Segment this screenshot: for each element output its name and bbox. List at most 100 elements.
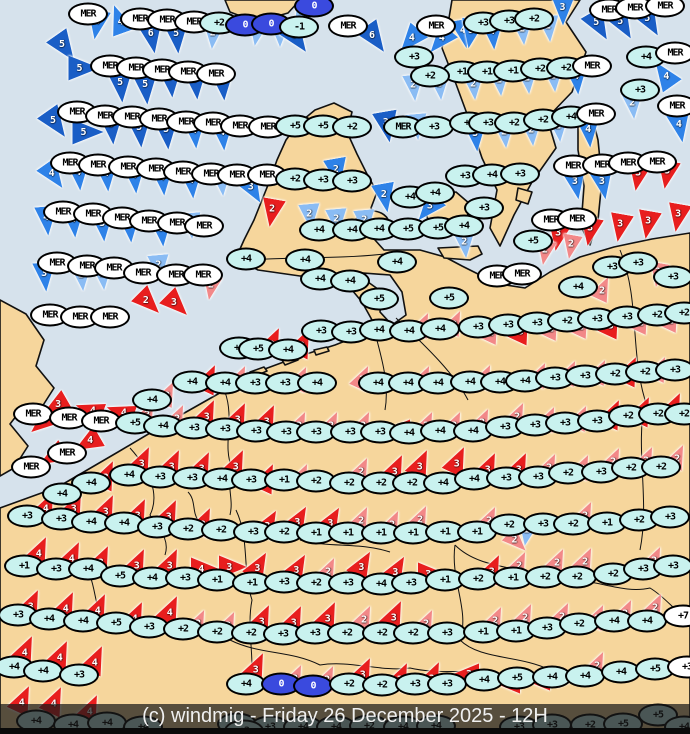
temperature-value: +4 [132, 388, 172, 412]
sea-label: MER [68, 2, 108, 26]
sea-label: MER [90, 305, 130, 329]
wind-force-value: 2 [360, 613, 367, 625]
wind-direction-triangle: 2 [135, 291, 163, 316]
temperature-value: +4 [268, 338, 308, 362]
temperature-value: +3 [140, 465, 180, 489]
sea-label: MER [11, 455, 51, 479]
sea-label: MER [657, 94, 690, 118]
temperature-value: +4 [415, 181, 455, 205]
sea-label: MER [13, 402, 53, 426]
wind-force-value: 3 [416, 460, 423, 472]
temperature-value: +3 [264, 570, 304, 594]
sea-label: MER [655, 41, 690, 65]
sea-label: MER [183, 263, 223, 287]
temperature-value: +4 [63, 609, 103, 633]
temperature-value: +3 [427, 621, 467, 645]
temperature-value: +2 [641, 455, 681, 479]
sea-label: MER [60, 305, 100, 329]
temperature-value: +4 [565, 664, 605, 688]
wind-force-value: 6 [148, 28, 155, 40]
wind-force-value: 5 [117, 77, 124, 89]
wind-force-value: 4 [676, 118, 683, 130]
sea-label: MER [328, 14, 368, 38]
sea-label: MER [645, 0, 685, 18]
temperature-value: +2 [361, 471, 401, 495]
wind-force-value: 5 [50, 114, 57, 126]
temperature-value: +4 [132, 566, 172, 590]
temperature-value: +3 [395, 672, 435, 696]
temperature-value: +4 [330, 269, 370, 293]
temperature-value: +3 [464, 196, 504, 220]
wind-force-value: 2 [143, 294, 150, 306]
temperature-value: +5 [497, 666, 537, 690]
temperature-value: +2 [327, 621, 367, 645]
temperature-value: +2 [410, 64, 450, 88]
temperature-value: +3 [330, 420, 370, 444]
temperature-value: +3 [165, 566, 205, 590]
temperature-value: +2 [329, 672, 369, 696]
temperature-value: +1 [425, 520, 465, 544]
temperature-value: +2 [362, 673, 402, 697]
temperature-value: +1 [232, 571, 272, 595]
temperature-value: +4 [300, 267, 340, 291]
wind-force-value: 4 [409, 32, 416, 44]
temperature-value: +3 [486, 466, 526, 490]
temperature-value: +4 [388, 371, 428, 395]
wind-force-value: 3 [226, 561, 233, 573]
temperature-value: +1 [496, 619, 536, 643]
temperature-value: +4 [444, 214, 484, 238]
wind-direction-triangle: 3 [163, 293, 191, 318]
temperature-value: +3 [653, 554, 690, 578]
temperature-value: 0 [294, 0, 334, 18]
temperature-value: +2 [458, 567, 498, 591]
wind-force-value: 3 [358, 561, 365, 573]
wind-force-value: 2 [381, 188, 388, 200]
temperature-value: +4 [297, 371, 337, 395]
temperature-value: +7 [663, 604, 690, 628]
temperature-value: +3 [500, 162, 540, 186]
wind-force-value: 5 [59, 38, 66, 50]
wind-force-value: 6 [369, 29, 376, 41]
temperature-value: +3 [650, 505, 690, 529]
temperature-value: 0 [293, 674, 333, 698]
temperature-value: -1 [279, 15, 319, 39]
temperature-value: +4 [558, 275, 598, 299]
sea-label: MER [576, 102, 616, 126]
temperature-value: +3 [667, 655, 690, 679]
wind-force-value: 3 [617, 218, 624, 230]
temperature-value: +3 [655, 358, 690, 382]
wind-force-value: 2 [306, 208, 313, 220]
temperature-value: +4 [226, 247, 266, 271]
wind-force-value: 5 [76, 62, 83, 74]
wind-force-value: 4 [663, 71, 670, 83]
temperature-value: +4 [104, 511, 144, 535]
temperature-value: +3 [577, 409, 617, 433]
wind-force-value: 3 [675, 208, 682, 220]
wind-force-value: 2 [461, 236, 468, 248]
temperature-value: +4 [454, 467, 494, 491]
caption-text: (c) windmig - Friday 26 December 2025 - … [142, 704, 548, 727]
temperature-value: +4 [358, 371, 398, 395]
temperature-value: +3 [59, 663, 99, 687]
temperature-value: +1 [328, 521, 368, 545]
temperature-value: +1 [296, 521, 336, 545]
temperature-value: +3 [427, 672, 467, 696]
sea-label: MER [416, 14, 456, 38]
wind-force-value: 3 [599, 175, 606, 187]
temperature-value: +3 [527, 616, 567, 640]
land-small-island [515, 187, 533, 205]
wind-force-value: 4 [198, 563, 205, 575]
bottom-strip [0, 728, 690, 734]
temperature-value: +3 [263, 622, 303, 646]
wind-force-value: 3 [171, 296, 178, 308]
temperature-value: +3 [653, 265, 690, 289]
wind-force-value: 4 [56, 651, 63, 663]
temperature-value: +2 [332, 115, 372, 139]
sea-label: MER [184, 214, 224, 238]
temperature-value: +2 [664, 402, 690, 426]
temperature-value: +3 [545, 411, 585, 435]
sea-label: MER [637, 150, 677, 174]
temperature-value: +3 [332, 169, 372, 193]
temperature-value: +2 [514, 7, 554, 31]
